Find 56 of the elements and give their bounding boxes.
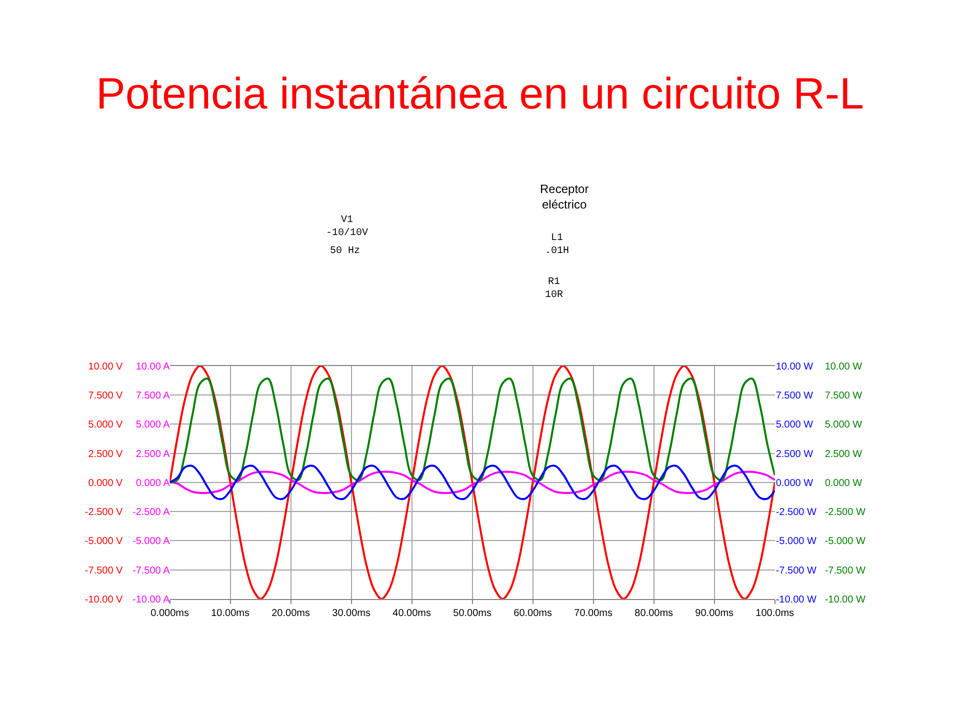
y3-tick-label: 0.000 W (776, 478, 814, 489)
y2-tick-label: -2.500 A (132, 507, 170, 518)
chart-title: Potencia instantánea en un circuito R-L (96, 69, 864, 118)
y-tick-label: 7.500 V (88, 390, 124, 402)
y2-tick-label: -5.000 A (132, 536, 170, 548)
y-tick-label: -2.500 V (84, 507, 124, 518)
x-tick-label: 70.00ms (574, 608, 613, 619)
y3-tick-label: 10.00 W (776, 361, 814, 372)
y-tick-label: -5.000 V (84, 536, 124, 548)
text: V1 -10/10V (326, 215, 368, 239)
text: L1 .01H (545, 233, 570, 257)
text: 10.00 W (824, 361, 862, 372)
y2-tick-label: 10.00 A (136, 361, 170, 372)
y2-tick-label: 7.500 A (136, 390, 170, 402)
y3-tick-label: 5.000 W (776, 420, 814, 431)
y2-tick-label: 5.000 A (136, 420, 170, 431)
y-tick-label: -10.00 V (84, 594, 124, 606)
x-tick-label: 40.00ms (392, 608, 431, 619)
line-series (170, 378, 775, 484)
y2-tick-label: -10.00 A (132, 594, 170, 606)
x-tick-label: 90.00ms (695, 608, 734, 619)
text: R1 10R (545, 277, 564, 301)
line-series (170, 470, 775, 494)
y-tick-label: 5.000 V (88, 420, 124, 431)
y3-tick-label: 7.500 W (776, 390, 814, 402)
x-tick-label: 30.00ms (332, 608, 370, 619)
y3-tick-label: -2.500 W (776, 507, 817, 518)
text: 50 Hz (330, 246, 360, 257)
text: 2.500 W (824, 448, 862, 460)
x-tick-label: 0.000ms (150, 608, 189, 619)
text: -10.00 W (824, 594, 866, 606)
x-tick-label: 20.00ms (272, 608, 310, 619)
y3-tick-label: -7.500 W (776, 565, 817, 576)
y-tick-label: -7.500 V (84, 565, 124, 576)
x-tick-label: 60.00ms (514, 608, 552, 619)
y2-tick-label: -7.500 A (132, 565, 170, 576)
text: 5.000 W (824, 420, 862, 431)
y3-tick-label: 2.500 W (776, 448, 814, 460)
y2-tick-label: 2.500 A (136, 448, 170, 460)
text: -7.500 W (824, 565, 866, 576)
x-tick-label: 50.00ms (453, 608, 492, 619)
text: 0.000 W (824, 478, 862, 489)
line-series (170, 464, 775, 500)
y3-tick-label: -5.000 W (776, 536, 817, 548)
x-tick-label: 80.00ms (634, 608, 674, 619)
y2-tick-label: 0.000 A (136, 478, 170, 489)
text: Receptor eléctrico (540, 182, 589, 212)
text: -2.500 W (824, 507, 866, 518)
y3-tick-label: -10.00 W (776, 594, 817, 606)
x-tick-label: 100.0ms (756, 608, 794, 619)
y-tick-label: 10.00 V (88, 361, 124, 372)
y-tick-label: 0.000 V (88, 478, 124, 489)
y-tick-label: 2.500 V (88, 448, 124, 460)
x-tick-label: 10.00ms (211, 608, 250, 619)
text: 7.500 W (824, 390, 862, 402)
text: -5.000 W (824, 536, 866, 548)
